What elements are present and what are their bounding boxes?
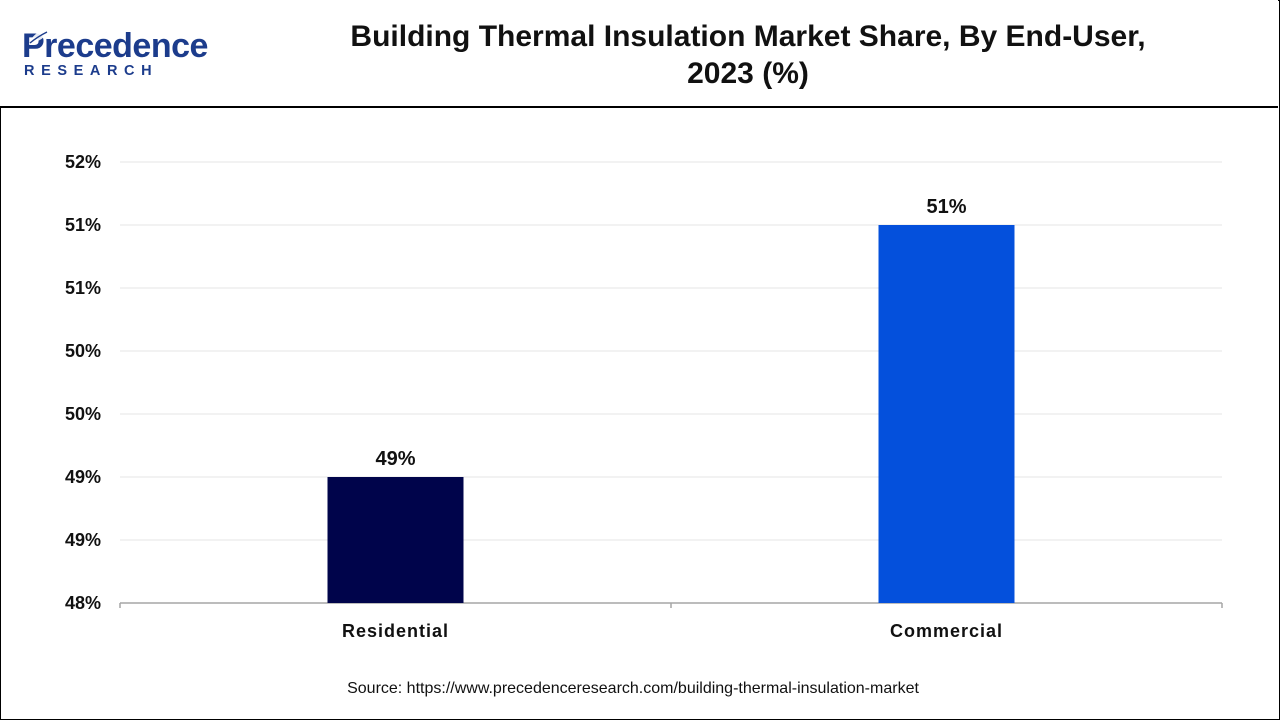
y-tick-label: 48% — [65, 593, 101, 613]
leaf-icon — [29, 30, 49, 44]
y-tick-label: 49% — [65, 530, 101, 550]
bar-residential — [327, 477, 464, 603]
data-label: 51% — [926, 196, 966, 218]
y-tick-label: 50% — [65, 404, 101, 424]
y-tick-label: 51% — [65, 215, 101, 235]
y-tick-label: 50% — [65, 341, 101, 361]
brand-sub: RESEARCH — [24, 63, 159, 79]
brand-logo: Precedence RESEARCH — [22, 26, 212, 82]
chart-title-line2: 2023 (%) — [687, 57, 809, 90]
chart-title: Building Thermal Insulation Market Share… — [300, 18, 1196, 92]
source-note: Source: https://www.precedenceresearch.c… — [347, 680, 919, 697]
chart-title-line1: Building Thermal Insulation Market Share… — [350, 20, 1146, 53]
brand-name: Precedence — [22, 27, 208, 65]
data-label: 49% — [375, 448, 415, 470]
y-tick-label: 51% — [65, 278, 101, 298]
x-category-label: Residential — [342, 621, 449, 641]
y-tick-label: 52% — [65, 152, 101, 172]
x-category-label: Commercial — [890, 621, 1003, 641]
bar-commercial — [878, 225, 1015, 603]
y-tick-label: 49% — [65, 467, 101, 487]
header: Precedence RESEARCH Building Thermal Ins… — [0, 0, 1278, 108]
